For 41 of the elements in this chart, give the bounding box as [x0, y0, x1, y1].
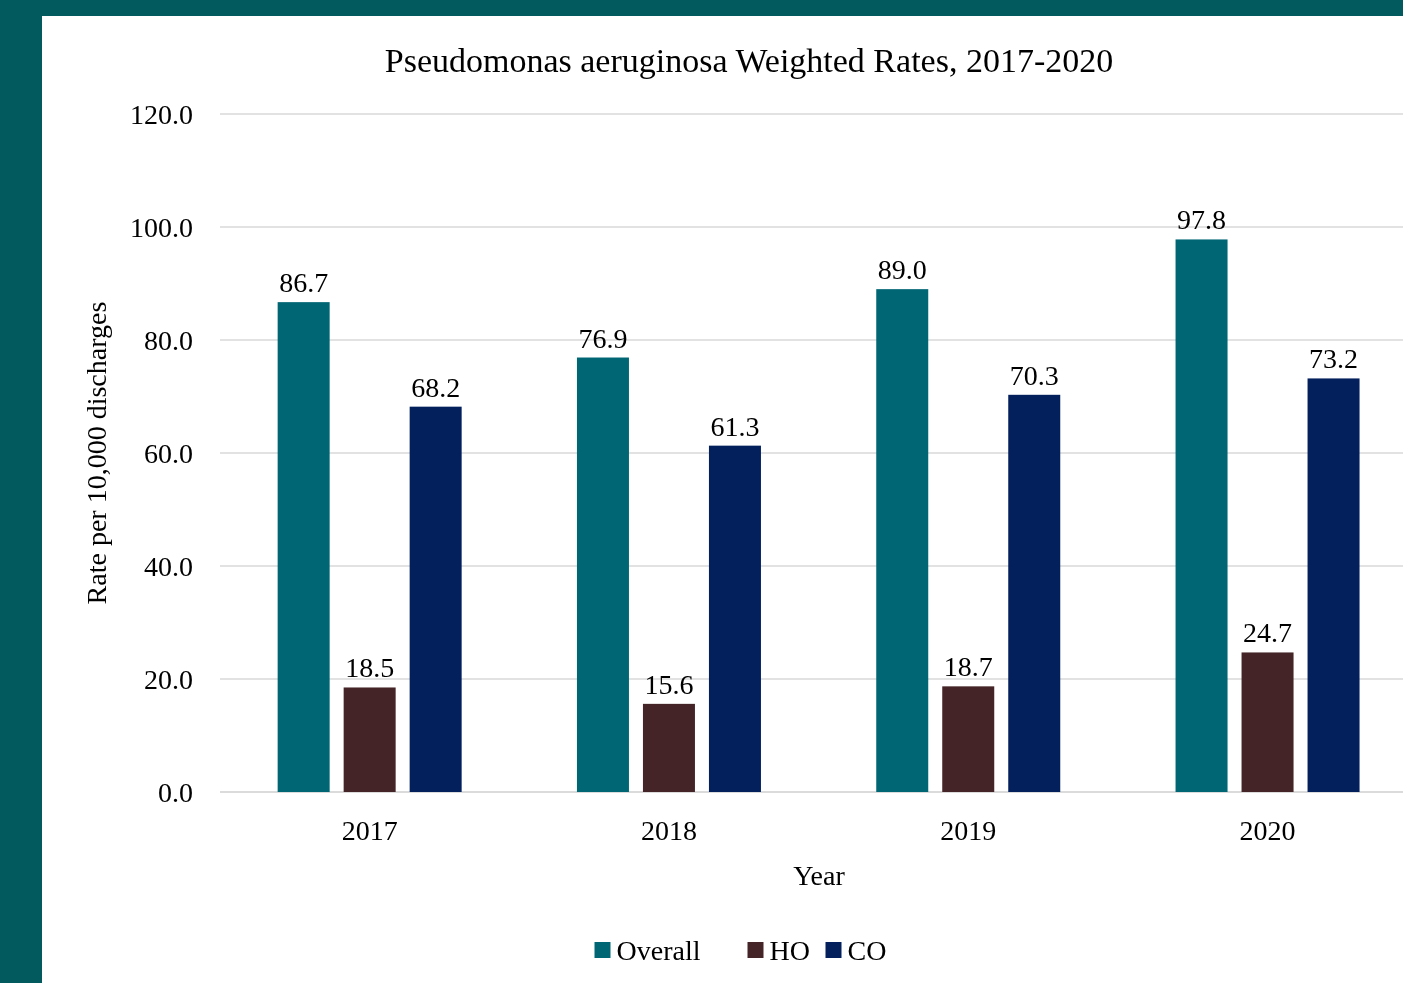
x-tick-label: 2017	[341, 814, 398, 846]
bar	[409, 406, 462, 792]
x-tick-label: 2020	[1239, 814, 1296, 846]
y-tick-label: 60.0	[144, 437, 193, 469]
y-tick-label: 80.0	[144, 324, 193, 356]
data-label: 18.5	[345, 652, 395, 684]
bar	[343, 687, 396, 792]
x-tick-label: 2018	[640, 814, 697, 846]
y-tick-label: 0.0	[158, 776, 193, 808]
chart-title: Pseudomonas aeruginosa Weighted Rates, 2017-2020	[384, 41, 1114, 79]
y-axis-title: Rate per 10,000 discharges	[80, 301, 112, 605]
bar	[1241, 652, 1294, 792]
bar	[708, 445, 761, 792]
bar	[1175, 239, 1228, 792]
data-label: 97.8	[1177, 204, 1227, 236]
x-tick-label: 2019	[940, 814, 997, 846]
data-label: 76.9	[578, 322, 628, 354]
bar	[576, 357, 629, 792]
legend-label: Overall	[616, 934, 701, 966]
data-label: 18.7	[943, 651, 993, 683]
legend-label: CO	[847, 934, 887, 966]
bar	[1307, 378, 1360, 792]
y-tick-label: 40.0	[144, 550, 193, 582]
bar	[642, 703, 695, 792]
bar	[876, 289, 929, 792]
data-label: 68.2	[411, 371, 461, 403]
data-label: 89.0	[877, 254, 927, 286]
data-label: 73.2	[1309, 343, 1359, 375]
legend-label: HO	[769, 934, 810, 966]
data-label: 86.7	[279, 267, 329, 299]
bar	[942, 686, 995, 792]
y-tick-label: 20.0	[144, 663, 193, 695]
data-label: 61.3	[710, 410, 760, 442]
data-label: 15.6	[644, 668, 694, 700]
bar	[277, 302, 330, 792]
y-tick-label: 100.0	[130, 211, 193, 243]
y-tick-label: 120.0	[130, 98, 193, 130]
bar	[1008, 394, 1061, 792]
data-label: 70.3	[1009, 359, 1059, 391]
x-axis-title: Year	[793, 859, 846, 891]
data-label: 24.7	[1243, 617, 1293, 649]
